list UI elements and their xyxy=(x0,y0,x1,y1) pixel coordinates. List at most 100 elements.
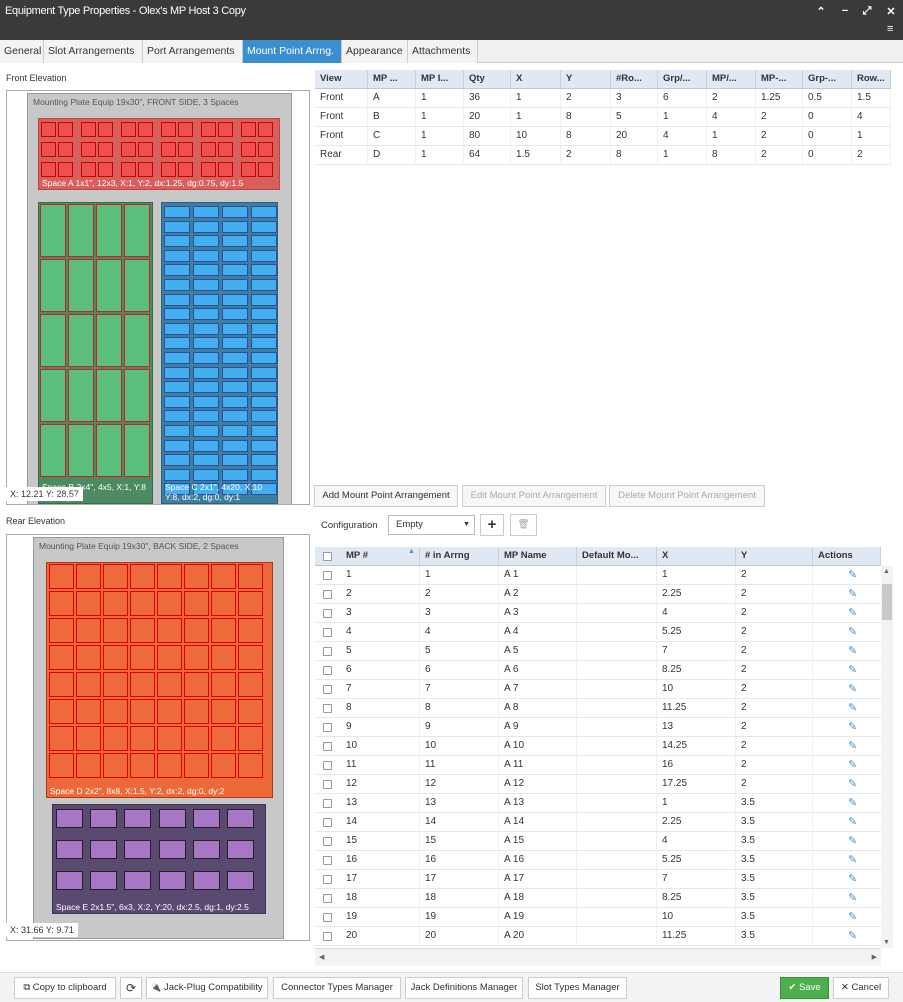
mount-point-cell[interactable] xyxy=(222,308,248,321)
edit-pencil-icon[interactable]: ✎ xyxy=(848,873,858,885)
mount-point-cell[interactable] xyxy=(201,142,216,157)
mount-point-cell[interactable] xyxy=(201,122,216,137)
mount-point-cell[interactable] xyxy=(164,395,190,408)
mount-point-cell[interactable] xyxy=(96,424,122,477)
tab-appearance[interactable]: Appearance xyxy=(342,40,408,63)
cancel-button[interactable]: ✕ Cancel xyxy=(833,977,889,999)
edit-pencil-icon[interactable]: ✎ xyxy=(848,702,858,714)
mount-point-cell[interactable] xyxy=(227,840,254,859)
mount-point-cell[interactable] xyxy=(164,425,190,437)
mount-point-cell[interactable] xyxy=(222,425,248,437)
mount-point-cell[interactable] xyxy=(251,468,277,481)
mount-point-cell[interactable] xyxy=(164,220,190,233)
mount-point-cell[interactable] xyxy=(218,122,233,137)
mount-point-cell[interactable] xyxy=(164,439,190,452)
mount-point-cell[interactable] xyxy=(238,672,263,697)
column-header[interactable]: MP ... xyxy=(368,70,416,88)
copy-to-clipboard-button[interactable]: ⧉ Copy to clipboard xyxy=(14,977,116,999)
mount-point-cell[interactable] xyxy=(193,293,219,306)
mount-point-cell[interactable] xyxy=(211,564,236,589)
mount-point-cell[interactable] xyxy=(40,424,66,477)
select-all-checkbox[interactable] xyxy=(323,552,332,561)
mount-point-cell[interactable] xyxy=(164,249,190,262)
mount-point-cell[interactable] xyxy=(251,279,277,291)
mount-point-cell[interactable] xyxy=(193,366,219,379)
table-row[interactable]: 10 10 A 10 14.25 2 ✎ xyxy=(315,737,881,756)
mount-point-cell[interactable] xyxy=(49,645,74,670)
mount-point-cell[interactable] xyxy=(164,279,190,291)
mount-point-cell[interactable] xyxy=(96,259,122,312)
row-checkbox[interactable] xyxy=(323,628,332,637)
mount-point-cell[interactable] xyxy=(222,264,248,277)
row-checkbox[interactable] xyxy=(323,856,332,865)
mount-point-cell[interactable] xyxy=(76,591,101,616)
row-checkbox[interactable] xyxy=(323,932,332,941)
rear-elevation-canvas[interactable]: Mounting Plate Equip 19x30", BACK SIDE, … xyxy=(6,534,310,941)
mount-point-cell[interactable] xyxy=(258,142,273,157)
mount-point-cell[interactable] xyxy=(49,591,74,616)
row-checkbox[interactable] xyxy=(323,742,332,751)
mount-point-cell[interactable] xyxy=(193,425,219,437)
mount-point-cell[interactable] xyxy=(238,699,263,724)
mount-point-cell[interactable] xyxy=(164,206,190,218)
mount-point-cell[interactable] xyxy=(90,809,118,828)
mount-point-cell[interactable] xyxy=(251,381,277,394)
jack-definitions-manager-button[interactable]: Jack Definitions Manager xyxy=(405,977,523,999)
mount-point-cell[interactable] xyxy=(241,162,256,177)
mount-point-cell[interactable] xyxy=(251,249,277,262)
mount-point-cell[interactable] xyxy=(251,454,277,467)
space-c[interactable]: Space C 2x1", 4x20, X:10 Y:8, dx:2, dg:0,… xyxy=(161,202,278,504)
table-row[interactable]: 11 11 A 11 16 2 ✎ xyxy=(315,756,881,775)
mount-point-cell[interactable] xyxy=(193,395,219,408)
mount-point-cell[interactable] xyxy=(222,220,248,233)
column-header[interactable]: Qty xyxy=(464,70,511,88)
table-row[interactable]: 17 17 A 17 7 3.5 ✎ xyxy=(315,870,881,889)
mount-point-cell[interactable] xyxy=(251,322,277,335)
mount-point-cell[interactable] xyxy=(193,468,219,481)
table-row[interactable]: Front C 1 80 10 8 20 4 1 2 0 1 xyxy=(315,127,891,146)
mount-point-cell[interactable] xyxy=(192,809,220,828)
mount-point-cell[interactable] xyxy=(251,439,277,452)
column-header[interactable]: X xyxy=(657,547,736,565)
mount-point-cell[interactable] xyxy=(68,259,94,312)
column-header[interactable]: View xyxy=(315,70,368,88)
mount-point-cell[interactable] xyxy=(193,337,219,350)
mount-point-cell[interactable] xyxy=(258,162,273,177)
mount-point-cell[interactable] xyxy=(184,699,209,724)
edit-pencil-icon[interactable]: ✎ xyxy=(848,664,858,676)
mount-point-cell[interactable] xyxy=(138,162,153,177)
mount-point-cell[interactable] xyxy=(222,322,248,335)
column-header[interactable]: MP # xyxy=(341,547,420,565)
mount-point-cell[interactable] xyxy=(130,699,155,724)
row-checkbox[interactable] xyxy=(323,913,332,922)
mount-point-cell[interactable] xyxy=(40,204,66,257)
delete-mount-point-arrangement-button[interactable]: Delete Mount Point Arrangement xyxy=(609,485,765,507)
mount-point-cell[interactable] xyxy=(90,840,118,859)
mount-point-cell[interactable] xyxy=(130,726,155,751)
table-row[interactable]: 19 19 A 19 10 3.5 ✎ xyxy=(315,908,881,927)
mount-point-cell[interactable] xyxy=(238,726,263,751)
row-checkbox[interactable] xyxy=(323,609,332,618)
mount-point-cell[interactable] xyxy=(40,314,66,367)
mount-point-cell[interactable] xyxy=(96,314,122,367)
edit-pencil-icon[interactable]: ✎ xyxy=(848,683,858,695)
mount-point-cell[interactable] xyxy=(164,264,190,277)
mount-point-cell[interactable] xyxy=(124,424,150,477)
edit-pencil-icon[interactable]: ✎ xyxy=(848,626,858,638)
mount-point-cell[interactable] xyxy=(193,410,219,423)
mount-point-cell[interactable] xyxy=(103,753,128,778)
edit-pencil-icon[interactable]: ✎ xyxy=(848,930,858,942)
row-checkbox[interactable] xyxy=(323,875,332,884)
mount-point-cell[interactable] xyxy=(76,564,101,589)
jack-plug-compatibility-button[interactable]: 🔌 Jack-Plug Compatibility xyxy=(146,977,268,999)
mount-point-cell[interactable] xyxy=(184,645,209,670)
add-mount-point-arrangement-button[interactable]: Add Mount Point Arrangement xyxy=(314,485,458,507)
mount-point-cell[interactable] xyxy=(164,337,190,350)
mount-point-cell[interactable] xyxy=(178,162,193,177)
mount-point-cell[interactable] xyxy=(222,279,248,291)
column-header[interactable]: Actions xyxy=(813,547,881,565)
mount-point-cell[interactable] xyxy=(56,840,83,859)
